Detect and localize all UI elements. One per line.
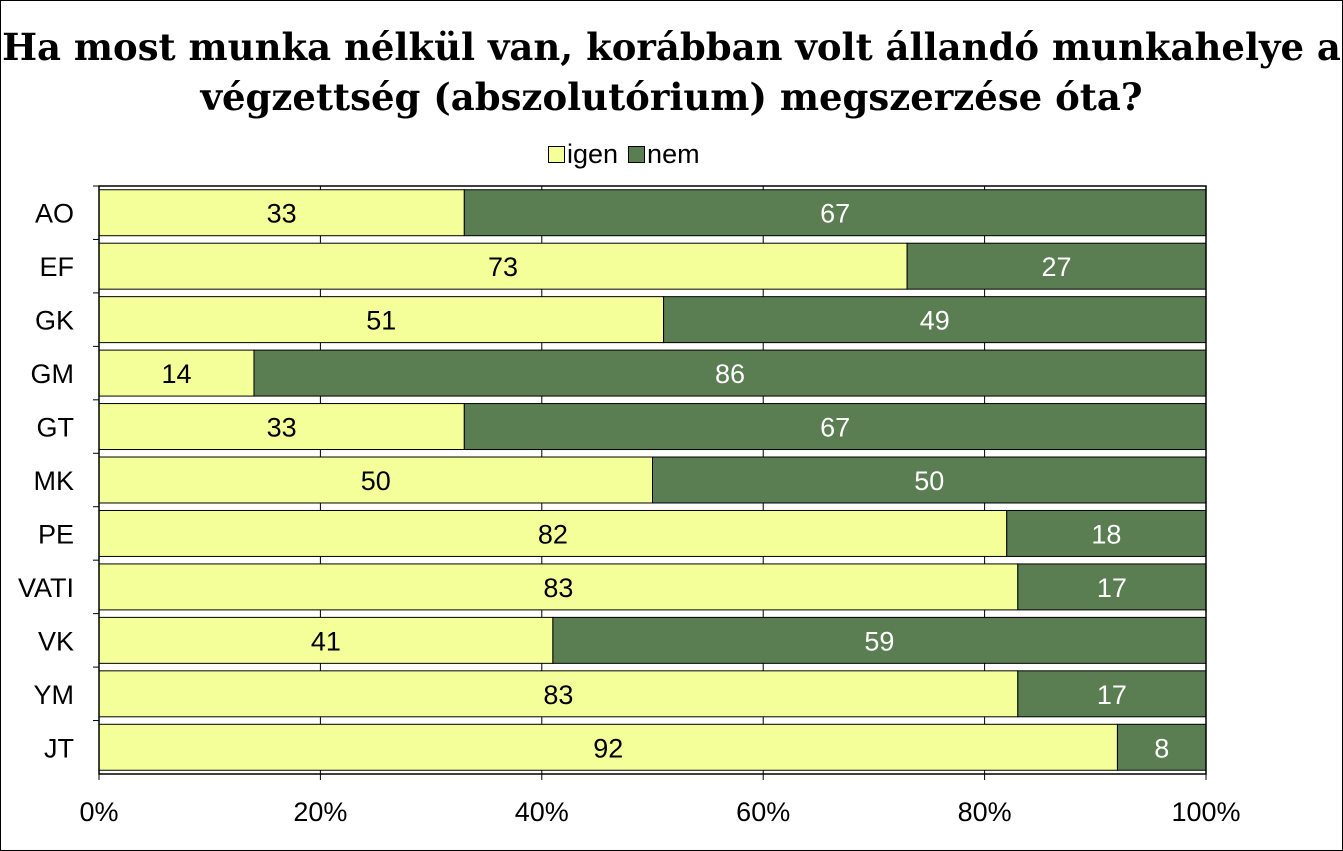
bar-nem — [253, 349, 1207, 397]
data-label-nem: 17 — [1097, 573, 1127, 603]
chart-title-line-2: végzettség (abszolutórium) megszerzése ó… — [200, 75, 1143, 119]
bar-igen — [98, 616, 554, 664]
bar-nem — [463, 189, 1207, 237]
bar-igen — [98, 349, 255, 397]
x-tick-label: 0% — [79, 797, 118, 827]
category-label: VK — [38, 626, 74, 656]
data-label-nem: 8 — [1154, 733, 1169, 763]
data-label-nem: 18 — [1091, 519, 1121, 549]
category-label: JT — [44, 733, 74, 763]
data-label-igen: 83 — [543, 573, 573, 603]
data-label-igen: 73 — [488, 252, 518, 282]
bar-igen — [98, 723, 1118, 771]
data-label-nem: 86 — [715, 359, 745, 389]
data-label-nem: 50 — [914, 466, 944, 496]
legend-label-igen: igen — [567, 138, 619, 169]
bar-igen — [98, 296, 665, 344]
legend-item-igen: igen — [548, 139, 618, 170]
data-label-nem: 59 — [864, 626, 894, 656]
category-label: MK — [34, 466, 75, 496]
data-label-igen: 50 — [361, 466, 391, 496]
legend-swatch-igen — [548, 145, 565, 163]
chart-title: Ha most munka nélkül van, korábban volt … — [0, 22, 1343, 122]
data-label-nem: 49 — [920, 306, 950, 336]
category-label: AO — [35, 199, 74, 229]
x-tick-label: 100% — [1171, 797, 1240, 827]
bar-igen — [98, 563, 1019, 611]
bar-nem — [663, 296, 1207, 344]
data-label-igen: 41 — [311, 626, 341, 656]
chart-legend: igen nem — [548, 139, 710, 170]
data-label-nem: 67 — [820, 413, 850, 443]
category-label: VATI — [18, 573, 74, 603]
category-label: PE — [38, 519, 74, 549]
chart-title-line-1: Ha most munka nélkül van, korábban volt … — [2, 25, 1341, 69]
category-label: GT — [37, 413, 75, 443]
data-label-nem: 27 — [1042, 252, 1072, 282]
x-tick-label: 60% — [736, 797, 790, 827]
bar-igen — [98, 242, 908, 290]
bar-nem — [552, 616, 1207, 664]
data-label-igen: 33 — [267, 199, 297, 229]
category-label: GK — [35, 306, 74, 336]
data-label-igen: 51 — [366, 306, 396, 336]
bar-igen — [98, 456, 653, 504]
bar-nem — [1006, 509, 1207, 557]
x-tick-label: 40% — [515, 797, 569, 827]
data-label-igen: 33 — [267, 413, 297, 443]
bar-igen — [98, 670, 1019, 718]
data-label-igen: 14 — [161, 359, 191, 389]
bar-nem — [1017, 563, 1207, 611]
legend-label-nem: nem — [647, 138, 700, 169]
data-label-igen: 83 — [543, 680, 573, 710]
bar-nem — [463, 403, 1207, 451]
legend-item-nem: nem — [628, 139, 700, 170]
legend-swatch-nem — [628, 145, 646, 163]
bar-nem — [652, 456, 1207, 504]
category-label: EF — [39, 252, 74, 282]
data-label-nem: 17 — [1097, 680, 1127, 710]
data-label-nem: 67 — [820, 199, 850, 229]
category-label: GM — [31, 359, 75, 389]
data-label-igen: 92 — [593, 733, 623, 763]
x-tick-label: 80% — [958, 797, 1012, 827]
category-label: YM — [34, 680, 75, 710]
x-tick-label: 20% — [293, 797, 347, 827]
data-label-igen: 82 — [538, 519, 568, 549]
bar-igen — [98, 509, 1008, 557]
plot-border — [98, 185, 1207, 775]
bar-nem — [1017, 670, 1207, 718]
bar-nem — [1116, 723, 1207, 771]
bar-nem — [906, 242, 1207, 290]
bar-igen — [98, 403, 465, 451]
